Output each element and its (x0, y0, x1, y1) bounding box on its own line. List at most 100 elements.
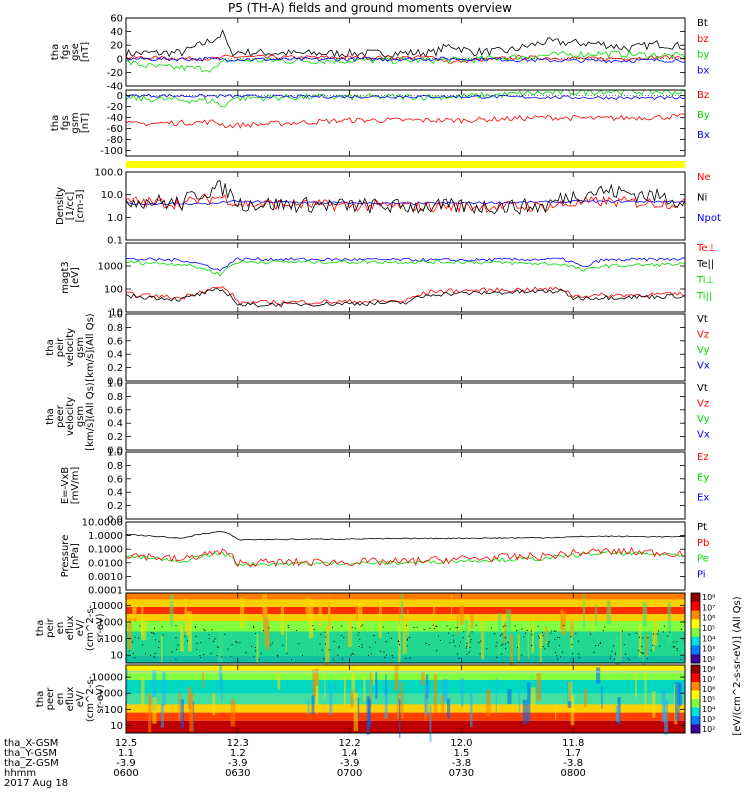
plot-title: P5 (TH-A) fields and ground moments over… (228, 1, 512, 15)
ylabel-pressure: Pressure [nPa] (60, 535, 81, 578)
legend-Vx: Vx (697, 430, 710, 441)
ylabel-line: [mV/m] (70, 467, 81, 505)
colorbar-tick: 10² (702, 725, 715, 734)
ylabel-line: velocity (65, 397, 76, 436)
ylabel-line: gse (70, 43, 81, 61)
legend-Ti⊥: Ti⊥ (696, 275, 714, 286)
frame-peer_velocity (125, 382, 686, 451)
legend-Vz: Vz (697, 399, 709, 410)
legend-Ti||: Ti|| (696, 291, 712, 302)
legend-Bx: Bx (697, 130, 710, 141)
legend-Vy: Vy (697, 414, 710, 425)
x-row-label: tha_Y-GSM (4, 748, 57, 759)
ytick-label: 10 (110, 721, 123, 732)
ytick-label: 0.2 (107, 501, 123, 512)
ylabel-line: (cm^2-s- (85, 604, 96, 651)
ytick-label: 10.0 (101, 190, 123, 201)
x-tick-t: 0800 (560, 768, 585, 779)
ylabel-line: peir (45, 617, 56, 637)
ytick-label: 100 (104, 634, 123, 645)
ylabel-line: fgs (60, 44, 71, 59)
frame-temperature (125, 242, 686, 313)
ylabel-line: eV/ (75, 619, 86, 636)
panel-efield: 1.0 0.8 0.6 0.4 0.2 0.0 E=-VxB [mV/m] Ez Ey Ex (60, 448, 709, 526)
ylabel-line: en (55, 622, 66, 635)
ylabel-line: [eV] (70, 267, 81, 288)
ylabel-line: eflux (65, 616, 76, 641)
panel-density: 100.0 10.0 1.0 0.1 Density [1/cc] [cm-3] Ne Ni Np… (55, 168, 721, 247)
ytick-label: 1000 (98, 262, 123, 273)
ylabel-peer_eflux: tha peer en eflux eV/(cm^2-s-sr-eV) (35, 675, 106, 722)
ylabel-line: [nPa] (70, 543, 81, 569)
ylabel-line: [nT] (80, 113, 91, 133)
colorbar-tick: 10⁵ (702, 624, 715, 633)
ylabel-line: Pressure (60, 535, 71, 578)
ytick-label: -60 (107, 124, 123, 135)
ytick-label: 1.0 (107, 448, 123, 459)
ylabel-peer_velocity: tha peer velocity gsm [km/s](All Qs) (45, 382, 96, 450)
colorbar-tick: 10³ (702, 645, 715, 654)
legend-Bt: Bt (697, 18, 708, 29)
x-tick-y: 1.7 (565, 748, 581, 759)
panel-fgs_gsm: 0-20-40-60-80-100 tha fgs gsm [nT] Bz By Bx (50, 89, 710, 157)
ytick-label: 1000 (98, 617, 123, 628)
ytick-label: 0.0 (107, 446, 123, 457)
ytick-label: 0.8 (107, 323, 123, 334)
ylabel-line: velocity (65, 328, 76, 367)
frame-fgs_gse (125, 17, 686, 87)
legend-Npot: Npot (697, 213, 721, 224)
legend-Ni: Ni (697, 193, 707, 204)
legend-bz: bz (697, 34, 709, 45)
ytick-label: 0.0001 (88, 586, 123, 597)
ylabel-line: magt3 (60, 261, 71, 294)
colorbar-tick: 10⁸ (702, 665, 715, 674)
colorbar-tick: 10⁵ (702, 695, 715, 704)
series-density-Ne (125, 193, 686, 214)
series-fgs_gse-bz (125, 54, 686, 64)
frame-peer_eflux (125, 664, 686, 734)
ytick-label: 10 (110, 651, 123, 662)
ylabel-line: [km/s](All Qs) (85, 313, 96, 381)
legend-Vt: Vt (697, 383, 708, 394)
ylabel-line: peer (55, 404, 66, 428)
legend-Pi: Pi (697, 569, 706, 580)
ytick-label: 0.8 (107, 461, 123, 472)
x-tick-z: -3.8 (563, 758, 583, 769)
ylabel-line: fgs (60, 115, 71, 130)
series-fgs_gsm-Bx (125, 93, 686, 101)
ytick-label: 10000 (91, 673, 123, 684)
ylabel-fgs_gse: tha fgs gse [nT] (50, 42, 91, 62)
ylabel-line: tha (50, 44, 61, 60)
frame-pressure (125, 521, 686, 591)
ylabel-line: gsm (75, 337, 86, 358)
quality-flag-bar (126, 161, 685, 168)
x-tick-x: 12.0 (450, 738, 472, 749)
legend-Ne: Ne (697, 172, 711, 183)
x-row-label: 2017 Aug 18 (4, 778, 68, 789)
ytick-label: 1.0 (107, 310, 123, 321)
x-tick-z: -3.9 (228, 758, 248, 769)
x-tick-x: 12.2 (338, 738, 360, 749)
legend-By: By (697, 110, 710, 121)
panel-temperature: 1000 100 10 magt3 [eV] Te⊥ Te|| Ti⊥ Ti|| (60, 242, 716, 319)
legend-Ey: Ey (697, 472, 709, 483)
legend-Pt: Pt (697, 522, 707, 533)
frame-efield (125, 451, 686, 520)
ytick-label: -40 (107, 82, 123, 93)
ylabel-line: eflux (65, 687, 76, 712)
frame-peir_eflux (125, 592, 686, 664)
ytick-label: 100 (104, 705, 123, 716)
legend-bx: bx (697, 65, 709, 76)
ytick-label: 10.0000 (82, 518, 123, 529)
colorbar-label: [eV/(cm^2-s-sr-eV)] (All Qs) (732, 596, 743, 735)
ylabel-line: tha (35, 691, 46, 707)
ytick-label: 0.8 (107, 392, 123, 403)
x-tick-y: 1.5 (453, 748, 469, 759)
panel-peir_eflux: 10000 1000 100 10 tha peir en eflux eV/(cm^2-s-s… (35, 592, 686, 676)
series-fgs_gsm-Bz (125, 113, 686, 129)
legend-Te⊥: Te⊥ (696, 243, 716, 254)
series-temperature-Te⊥ (126, 285, 686, 306)
ylabel-line: tha (45, 339, 56, 355)
x-tick-y: 1.1 (118, 748, 134, 759)
